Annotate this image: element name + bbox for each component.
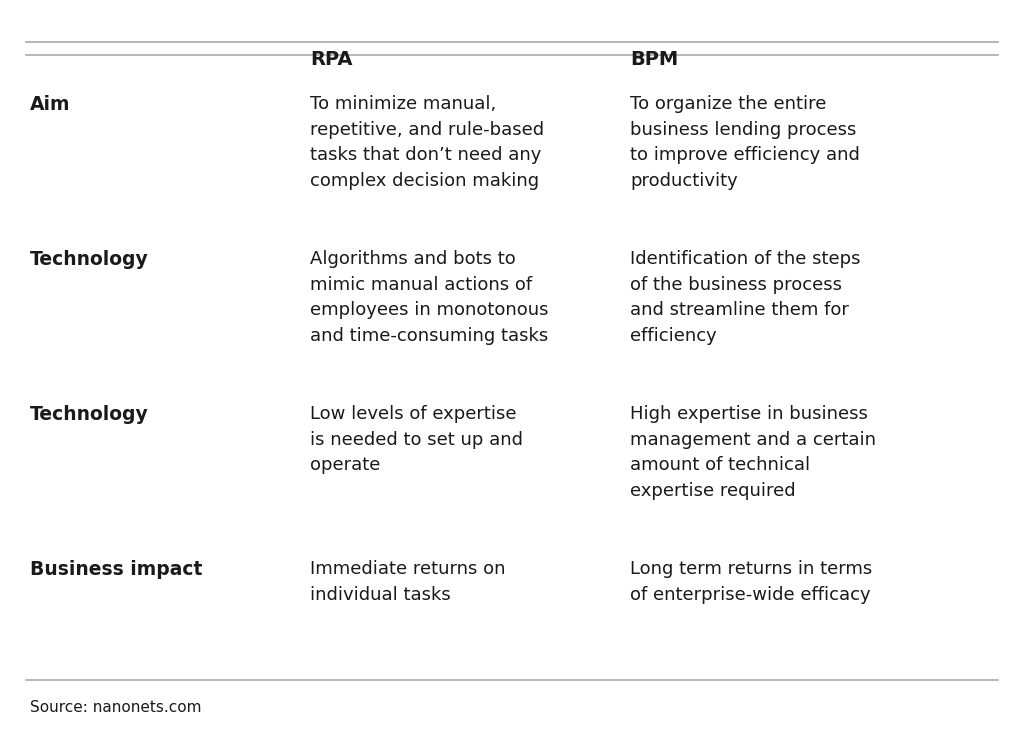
Text: BPM: BPM <box>630 50 678 69</box>
Text: To minimize manual,
repetitive, and rule-based
tasks that don’t need any
complex: To minimize manual, repetitive, and rule… <box>310 95 544 190</box>
Text: Long term returns in terms
of enterprise-wide efficacy: Long term returns in terms of enterprise… <box>630 560 872 604</box>
Text: RPA: RPA <box>310 50 352 69</box>
Text: Technology: Technology <box>30 405 148 424</box>
Text: Algorithms and bots to
mimic manual actions of
employees in monotonous
and time-: Algorithms and bots to mimic manual acti… <box>310 250 549 345</box>
Text: High expertise in business
management and a certain
amount of technical
expertis: High expertise in business management an… <box>630 405 876 500</box>
Text: Identification of the steps
of the business process
and streamline them for
effi: Identification of the steps of the busin… <box>630 250 860 345</box>
Text: Business impact: Business impact <box>30 560 203 579</box>
Text: Low levels of expertise
is needed to set up and
operate: Low levels of expertise is needed to set… <box>310 405 523 474</box>
Text: Technology: Technology <box>30 250 148 269</box>
Text: Source: nanonets.com: Source: nanonets.com <box>30 700 202 715</box>
Text: Aim: Aim <box>30 95 71 114</box>
Text: To organize the entire
business lending process
to improve efficiency and
produc: To organize the entire business lending … <box>630 95 860 190</box>
Text: Immediate returns on
individual tasks: Immediate returns on individual tasks <box>310 560 506 604</box>
